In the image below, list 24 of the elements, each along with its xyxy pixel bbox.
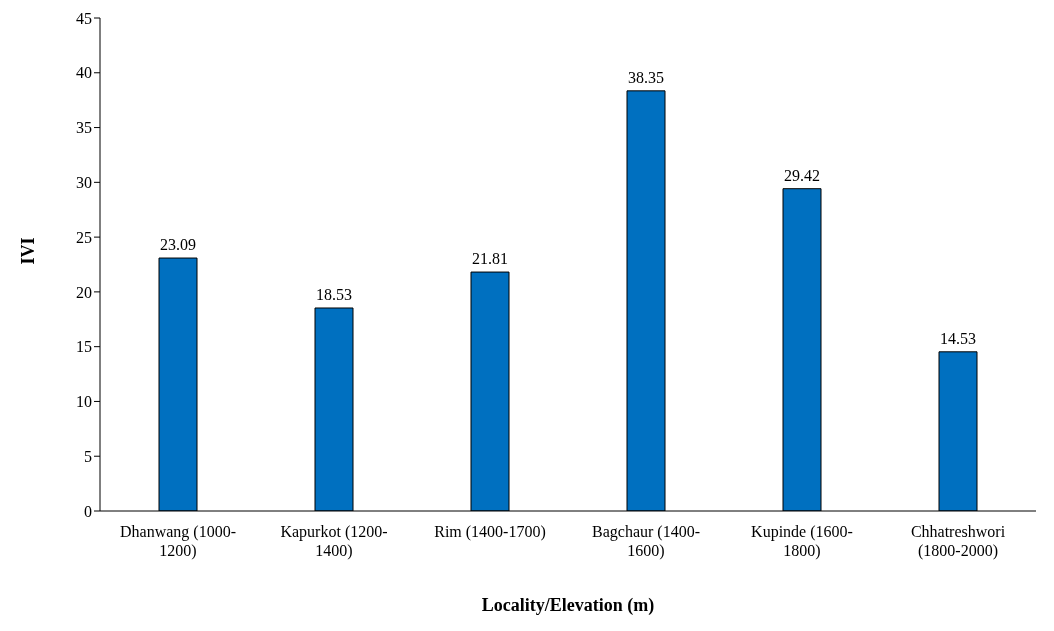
data-label: 18.53	[316, 285, 352, 303]
y-tick-label: 10	[76, 393, 92, 411]
y-tick-label: 30	[76, 174, 92, 192]
data-label: 23.09	[160, 236, 196, 254]
y-axis-title: IVI	[18, 237, 39, 265]
y-tick-label: 45	[76, 9, 92, 27]
data-label: 29.42	[784, 166, 820, 184]
x-tick-label: Dhanwang (1000-1200)	[120, 523, 236, 560]
y-tick-label: 35	[76, 119, 92, 137]
data-label: 21.81	[472, 250, 508, 268]
x-tick-label: Bagchaur (1400-1600)	[592, 523, 700, 560]
x-tick-label: Chhatreshwori (1800-2000)	[910, 523, 1006, 560]
x-axis-title: Locality/Elevation (m)	[481, 595, 655, 616]
y-tick-label: 15	[76, 338, 92, 356]
data-label: 14.53	[940, 329, 976, 347]
data-label: 38.35	[628, 68, 664, 86]
x-tick-label: Rim (1400-1700)	[434, 523, 546, 541]
y-tick-label: 20	[76, 283, 92, 301]
y-tick-label: 40	[76, 64, 92, 82]
y-tick-label: 0	[84, 502, 92, 520]
x-tick-label: Kupinde (1600-1800)	[751, 523, 853, 560]
y-tick-label: 25	[76, 228, 92, 246]
x-tick-label: Kapurkot (1200-1400)	[280, 523, 388, 560]
y-tick-label: 5	[84, 447, 92, 465]
